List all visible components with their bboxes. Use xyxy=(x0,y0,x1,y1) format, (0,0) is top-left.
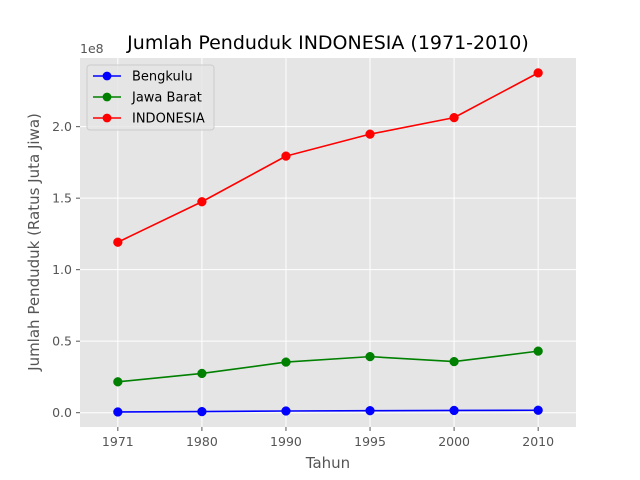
legend-label: Jawa Barat xyxy=(131,91,202,106)
y-tick-label: 0.5 xyxy=(52,334,72,349)
chart-title: Jumlah Penduduk INDONESIA (1971-2010) xyxy=(126,32,529,54)
x-axis-label: Tahun xyxy=(305,454,350,472)
legend-label: INDONESIA xyxy=(132,112,205,127)
x-tick-label: 2010 xyxy=(522,434,554,449)
data-point xyxy=(365,406,375,416)
data-point xyxy=(533,346,543,356)
data-point xyxy=(197,406,207,417)
x-tick-label: 2000 xyxy=(438,434,470,449)
legend-label: Bengkulu xyxy=(132,70,193,85)
data-point xyxy=(281,151,291,161)
data-point xyxy=(365,129,375,139)
x-tick-label: 1990 xyxy=(270,434,302,449)
series-line-indonesia xyxy=(117,72,539,243)
data-point xyxy=(533,68,543,78)
legend-marker xyxy=(102,113,112,123)
x-tick-label: 1971 xyxy=(102,434,134,449)
series-layer xyxy=(113,68,543,417)
x-axis-ticks: 1971 1980 1990 1995 2000 2010 xyxy=(102,427,554,449)
x-tick-label: 1980 xyxy=(186,434,218,449)
data-point xyxy=(113,407,123,417)
series-line-bengkulu xyxy=(117,409,539,413)
data-point xyxy=(113,377,123,387)
series-line-jawa-barat xyxy=(117,350,539,383)
y-axis-label: Jumlah Penduduk (Ratus Juta Jiwa) xyxy=(25,113,43,372)
data-point xyxy=(197,197,207,207)
y-tick-label: 2.0 xyxy=(52,119,72,134)
y-tick-label: 0.0 xyxy=(52,405,72,420)
x-tick-label: 1995 xyxy=(354,434,386,449)
data-point xyxy=(365,351,375,362)
data-point xyxy=(449,112,459,123)
data-point xyxy=(449,405,459,416)
legend-box xyxy=(86,64,215,131)
data-point xyxy=(113,237,123,247)
data-point xyxy=(197,368,207,379)
legend-marker xyxy=(102,92,112,102)
data-point xyxy=(449,356,459,367)
data-point xyxy=(533,405,543,415)
y-axis-ticks: 0.0 0.5 1.0 1.5 2.0 xyxy=(52,119,80,420)
legend: Bengkulu Jawa Barat INDONESIA xyxy=(86,64,215,131)
y-tick-label: 1.0 xyxy=(52,262,72,277)
legend-marker xyxy=(102,71,112,81)
y-axis-offset-label: 1e8 xyxy=(80,41,104,56)
y-tick-label: 1.5 xyxy=(52,191,72,206)
data-point xyxy=(281,406,291,416)
data-point xyxy=(281,357,291,367)
